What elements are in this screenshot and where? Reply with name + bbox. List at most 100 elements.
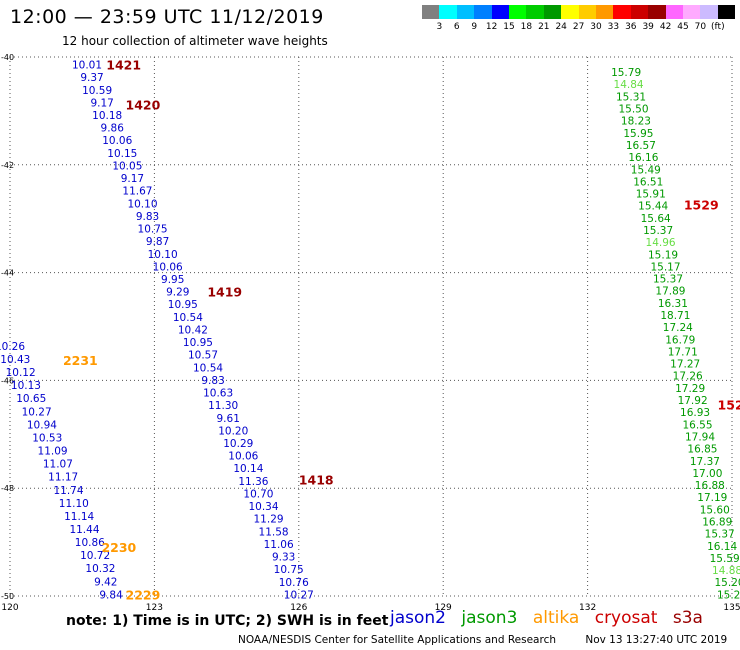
wave-height-value: 15.37 xyxy=(643,225,673,237)
wave-height-value: 11.14 xyxy=(64,511,94,523)
colorbar-label: 30 xyxy=(590,22,602,32)
lon-tick-label: 135 xyxy=(723,603,740,613)
wave-height-value: 9.61 xyxy=(217,413,240,425)
colorbar-swatch xyxy=(561,5,579,19)
colorbar-label: 12 xyxy=(485,22,498,32)
wave-height-value: 9.83 xyxy=(201,375,224,387)
wave-height-value: 9.17 xyxy=(121,173,144,185)
wave-height-value: 11.29 xyxy=(254,514,284,526)
wave-height-value: 10.32 xyxy=(85,563,115,575)
lon-tick-label: 120 xyxy=(1,603,18,613)
wave-height-value: 11.30 xyxy=(208,400,238,412)
colorbar-label: 39 xyxy=(642,22,654,32)
wave-height-value: 10.06 xyxy=(228,451,258,463)
wave-height-value: 17.37 xyxy=(690,456,720,468)
wave-height-value: 11.17 xyxy=(48,472,78,484)
wave-height-value: 10.57 xyxy=(188,350,218,362)
wave-height-value: 11.06 xyxy=(264,539,294,551)
pass-time-label: 2230 xyxy=(101,540,136,555)
note-text: note: 1) Time is in UTC; 2) SWH is in fe… xyxy=(66,613,389,629)
footer-agency: NOAA/NESDIS Center for Satellite Applica… xyxy=(238,634,556,646)
lat-tick-label: -48 xyxy=(1,484,14,493)
pass-time-label: 1421 xyxy=(106,58,141,73)
wave-height-value: 17.00 xyxy=(692,468,722,480)
wave-height-value: 17.27 xyxy=(670,359,700,371)
wave-height-value: 9.42 xyxy=(94,576,117,588)
wave-height-value: 17.24 xyxy=(663,322,693,334)
wave-height-value: 10.59 xyxy=(82,85,112,97)
wave-height-value: 11.74 xyxy=(53,485,83,497)
pass-time-label: 1418 xyxy=(299,473,334,488)
wave-height-value: 10.76 xyxy=(279,577,309,589)
colorbar-label: 24 xyxy=(555,22,567,32)
wave-height-value: 10.94 xyxy=(27,419,57,431)
wave-height-value: 14.96 xyxy=(646,237,676,249)
mission-legend: jason2 jason3 altika cryosat s3a xyxy=(390,608,713,628)
wave-height-value: 16.57 xyxy=(626,140,656,152)
colorbar-swatch xyxy=(630,5,649,19)
wave-height-value: 10.75 xyxy=(274,564,304,576)
wave-height-value: 10.95 xyxy=(183,337,213,349)
wave-height-value: 17.92 xyxy=(678,395,708,407)
colorbar-label: 6 xyxy=(453,22,460,32)
axis-ticks: 120 123 126 129 132 135 -40 -42 -44 -46 -48 -50 xyxy=(1,53,740,613)
mission-altika: altika xyxy=(532,608,580,628)
colorbar-label: 36 xyxy=(625,22,637,32)
wave-height-value: 10.86 xyxy=(75,537,105,549)
wave-height-value: 9.87 xyxy=(146,236,169,248)
footer: NOAA/NESDIS Center for Satellite Applica… xyxy=(238,634,740,646)
wave-height-value: 9.29 xyxy=(166,287,189,299)
lat-tick-label: -50 xyxy=(1,592,14,601)
colorbar-swatch xyxy=(543,5,562,19)
wave-height-value: 15.44 xyxy=(638,201,668,213)
colorbar-label: 27 xyxy=(572,22,585,32)
wave-height-value: 17.94 xyxy=(685,431,715,443)
wave-height-value: 15.49 xyxy=(631,164,661,176)
wave-height-value: 18.23 xyxy=(621,116,651,128)
wave-height-value: 10.54 xyxy=(173,312,203,324)
pass-time-label: 1529 xyxy=(684,198,719,213)
wave-height-value: 15.59 xyxy=(710,553,740,565)
colorbar-swatch xyxy=(683,5,701,19)
wave-height-value: 15.64 xyxy=(641,213,671,225)
wave-height-value: 16.51 xyxy=(633,176,663,188)
wave-height-value: 16.85 xyxy=(687,444,717,456)
wave-height-value: 9.95 xyxy=(161,274,184,286)
wave-height-value: 11.44 xyxy=(69,524,99,536)
wave-height-value: 10.10 xyxy=(148,249,178,261)
map-grid xyxy=(9,56,733,597)
pass-time-label: 2229 xyxy=(126,587,161,602)
wave-height-value: 10.18 xyxy=(92,110,122,122)
wave-height-value: 11.07 xyxy=(43,459,73,471)
colorbar-label: 18 xyxy=(520,22,533,32)
wave-height-value: 14.84 xyxy=(614,79,644,91)
pass-time-label: 2231 xyxy=(63,353,98,368)
wave-height-value: 11.10 xyxy=(59,498,89,510)
colorbar-label: 15 xyxy=(503,22,515,32)
wave-height-value: 10.34 xyxy=(248,501,278,513)
colorbar-swatch xyxy=(439,5,457,19)
wave-height-value: 16.16 xyxy=(628,152,658,164)
wave-height-value: 14.88 xyxy=(712,565,740,577)
mission-jason2: jason2 xyxy=(390,608,446,628)
wave-height-value: 10.27 xyxy=(22,406,52,418)
mission-jason3: jason3 xyxy=(461,608,518,628)
wave-height-value: 16.55 xyxy=(682,419,712,431)
page-subtitle: 12 hour collection of altimeter wave hei… xyxy=(62,34,328,48)
wave-height-value: 9.33 xyxy=(272,552,295,564)
colorbar-swatch xyxy=(422,5,440,19)
wave-height-value: 15.17 xyxy=(650,261,680,273)
wave-height-value: 10.27 xyxy=(284,589,314,601)
wave-height-value: 15.19 xyxy=(648,249,678,261)
wave-height-value: 10.54 xyxy=(193,362,223,374)
colorbar-label: 70 xyxy=(694,22,707,32)
lat-tick-label: -46 xyxy=(1,376,14,385)
colorbar-swatch xyxy=(491,5,509,19)
wave-height-value: 10.13 xyxy=(11,380,41,392)
wave-height-value: 10.20 xyxy=(218,425,248,437)
colorbar-swatch xyxy=(578,5,596,19)
lon-tick-label: 126 xyxy=(290,603,307,613)
wave-height-value: 10.65 xyxy=(16,393,46,405)
wave-height-value: 10.43 xyxy=(0,354,30,366)
